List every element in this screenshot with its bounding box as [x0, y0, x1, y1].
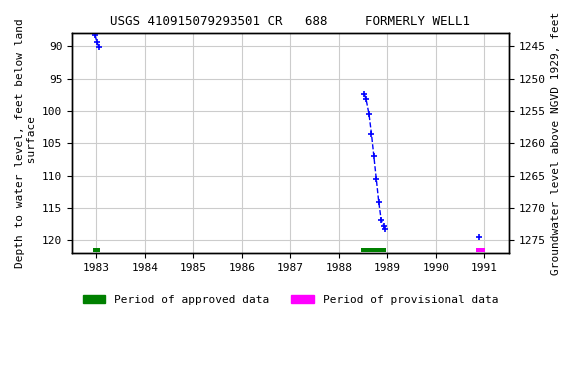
Title: USGS 410915079293501 CR   688     FORMERLY WELL1: USGS 410915079293501 CR 688 FORMERLY WEL…	[111, 15, 471, 28]
Y-axis label: Depth to water level, feet below land
 surface: Depth to water level, feet below land su…	[15, 18, 37, 268]
Y-axis label: Groundwater level above NGVD 1929, feet: Groundwater level above NGVD 1929, feet	[551, 12, 561, 275]
Legend: Period of approved data, Period of provisional data: Period of approved data, Period of provi…	[78, 291, 502, 310]
Bar	[93, 248, 100, 252]
Bar	[361, 248, 386, 252]
Bar	[476, 248, 486, 252]
